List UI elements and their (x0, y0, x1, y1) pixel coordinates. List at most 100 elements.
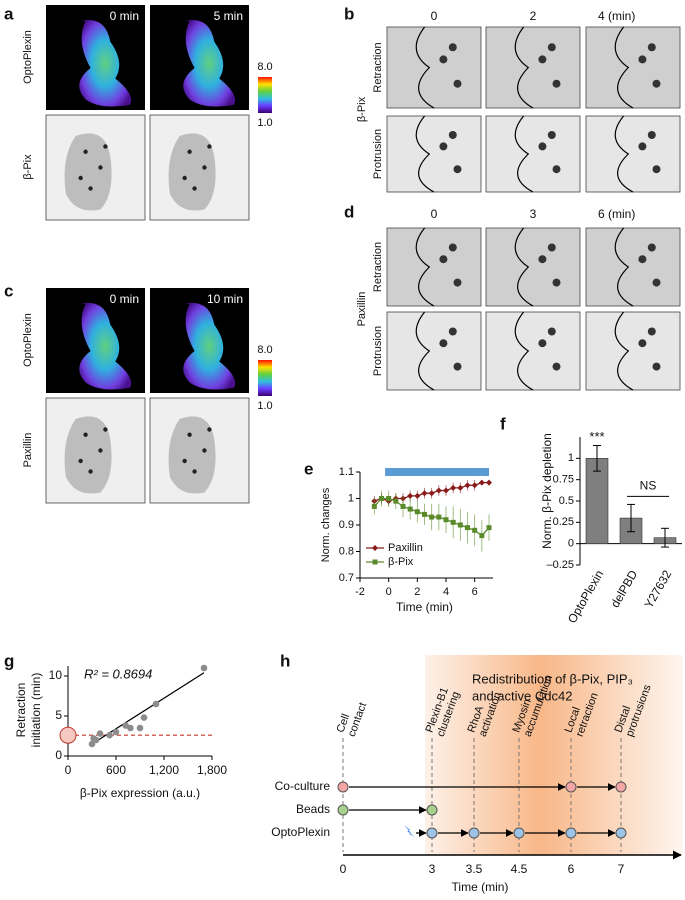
colorbar-label: 8.0 (257, 61, 272, 73)
x-tick-label: 0 (386, 586, 392, 598)
cell (64, 133, 112, 211)
point (379, 496, 384, 501)
spot (538, 255, 547, 264)
spot (192, 469, 197, 474)
point (96, 730, 104, 737)
time-label: 2 (530, 9, 537, 23)
x-tick-label: OptoPlexin (565, 568, 606, 626)
light-icon (404, 825, 415, 837)
spot (88, 186, 93, 191)
point (92, 736, 100, 744)
cell-edge (514, 115, 534, 193)
point (421, 490, 428, 497)
x-tick-label: 7 (618, 862, 625, 876)
spot (98, 165, 103, 170)
y-tick-label: 0.9 (339, 519, 354, 531)
point (479, 533, 485, 539)
x-tick-label: 4 (443, 586, 449, 598)
y-tick-label: 1 (348, 492, 354, 504)
time-label: 0 min (110, 292, 139, 306)
axis-label: β-Pix expression (a.u.) (80, 786, 200, 800)
axis-label: Retraction (14, 683, 28, 738)
point (88, 740, 96, 748)
spot (538, 142, 547, 151)
point (450, 484, 457, 491)
point (450, 519, 456, 525)
spot (103, 427, 108, 432)
annotation: R² = 0.8694 (84, 666, 152, 681)
spot (547, 43, 556, 52)
cell (168, 416, 216, 494)
colorbar-label: 1.0 (257, 117, 272, 129)
event-point (337, 781, 349, 793)
spot (652, 165, 661, 174)
point (414, 509, 420, 515)
spot (78, 175, 83, 181)
spot (652, 362, 661, 371)
spot (448, 243, 457, 252)
x-tick-label: 1,200 (149, 763, 179, 777)
image-gray (485, 311, 581, 391)
panel-label: h (280, 651, 290, 670)
protein-label: β-Pix (356, 96, 368, 122)
row-label: Protrusion (372, 129, 384, 179)
x-tick-label: 3 (429, 862, 436, 876)
event-point (426, 827, 438, 839)
y-tick-label: 0.7 (339, 572, 354, 584)
panel-label: a (4, 4, 14, 23)
spot (439, 142, 448, 151)
colorbar-label: 1.0 (257, 400, 272, 412)
y-tick-label: 0.5 (559, 495, 574, 507)
spot (638, 255, 647, 264)
point (472, 527, 478, 533)
stimulus-bar (385, 468, 489, 476)
spot (552, 165, 561, 174)
spot (448, 327, 457, 336)
colorbar-label: 8.0 (257, 344, 272, 356)
time-label: 0 min (110, 9, 139, 23)
point (429, 514, 435, 520)
point (478, 479, 485, 486)
event-point (426, 804, 438, 816)
x-tick-label: delPBD (608, 567, 641, 610)
panel-label: e (304, 459, 313, 478)
spot (448, 43, 457, 52)
spot (192, 186, 197, 191)
image-gray (585, 227, 681, 307)
spot (647, 43, 656, 52)
spot (202, 448, 207, 453)
spot (453, 278, 462, 287)
point (436, 514, 442, 520)
spot (83, 149, 88, 154)
spot (103, 144, 108, 149)
image-gray (485, 26, 581, 109)
spot (647, 243, 656, 252)
point (152, 700, 160, 708)
point (414, 492, 421, 499)
cell-edge (415, 26, 435, 109)
legend-marker (372, 545, 378, 551)
point (386, 496, 392, 501)
event-point (615, 781, 627, 793)
x-tick-label: 2 (414, 586, 420, 598)
point (112, 728, 120, 736)
spot (552, 278, 561, 287)
x-tick-label: 6 (472, 586, 478, 598)
time-label: 4 (min) (598, 9, 635, 23)
axis-label: Norm. changes (320, 487, 332, 562)
spot (538, 339, 547, 348)
point (371, 503, 377, 509)
y-tick-label: 0 (568, 538, 574, 550)
y-tick-label: 0 (55, 748, 62, 762)
annotation: NS (640, 479, 657, 493)
point (400, 503, 406, 509)
time-label: 0 (431, 9, 438, 23)
spot (448, 131, 457, 139)
axis-label: Norm. β-Pix depletion (540, 433, 554, 549)
legend-marker (372, 559, 378, 565)
spot (453, 165, 462, 174)
point (435, 487, 442, 494)
spot (78, 458, 83, 464)
x-tick-label: 4.5 (511, 862, 528, 876)
spot (647, 131, 656, 139)
